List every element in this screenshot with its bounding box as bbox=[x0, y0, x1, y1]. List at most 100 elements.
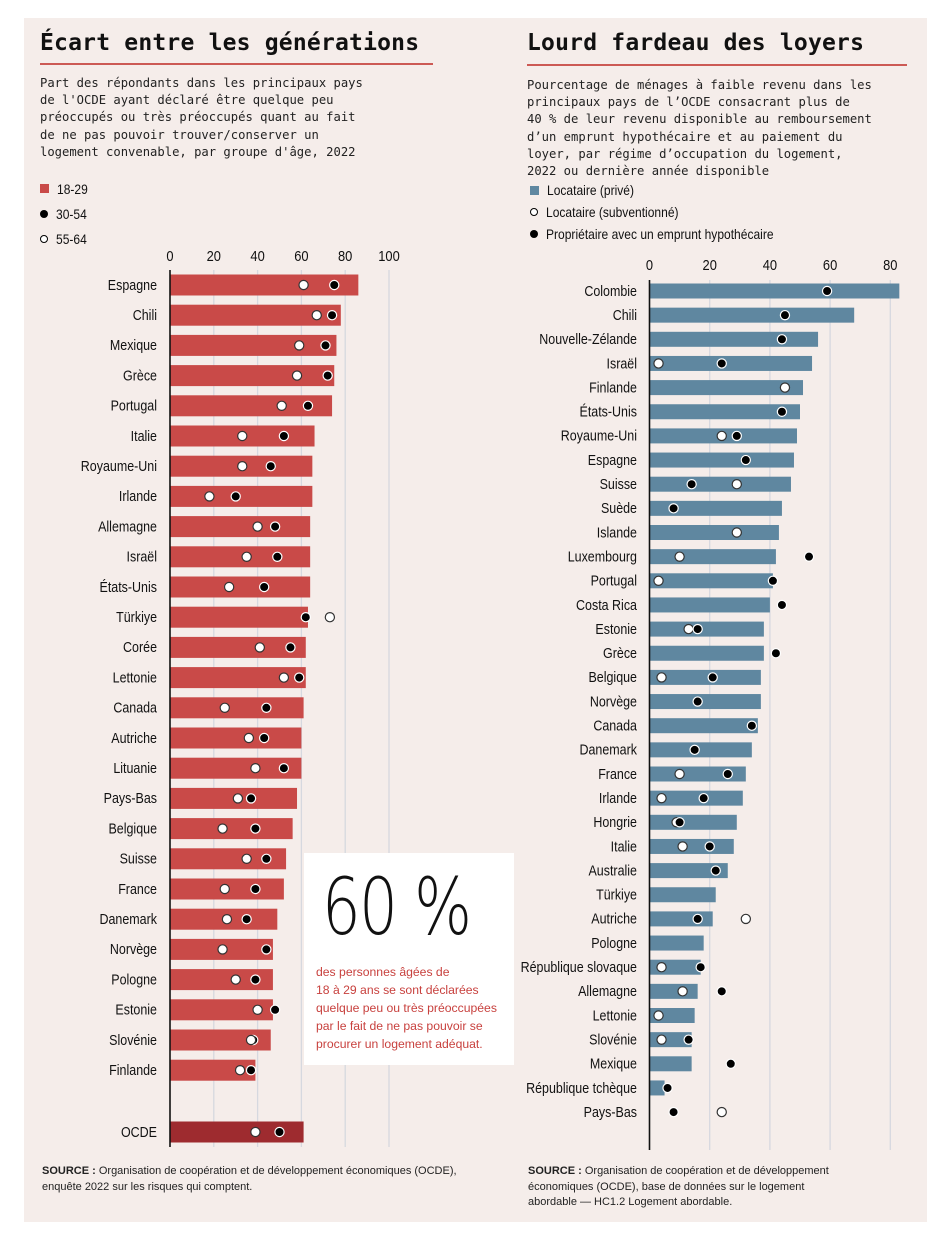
bar bbox=[170, 969, 273, 991]
chart-row: Suède bbox=[601, 500, 782, 516]
callout-box: 60 % des personnes âgées de 18 à 29 ans … bbox=[304, 853, 514, 1065]
black-dot-marker bbox=[692, 696, 703, 707]
chart-row: Espagne bbox=[588, 452, 794, 468]
bar bbox=[649, 355, 813, 371]
legend-label: Propriétaire avec un emprunt hypothécair… bbox=[546, 226, 774, 242]
black-dot-marker bbox=[716, 986, 727, 997]
category-label: Portugal bbox=[111, 398, 157, 414]
bar bbox=[649, 380, 804, 396]
white-dot-marker bbox=[234, 1064, 246, 1076]
chart-row: Portugal bbox=[591, 573, 779, 589]
left-legend: 18-29 30-54 55-64 bbox=[40, 176, 93, 251]
white-dot-marker bbox=[677, 986, 688, 997]
category-label: Espagne bbox=[108, 277, 157, 293]
white-dot-marker bbox=[291, 370, 303, 381]
chart-row: Chili bbox=[133, 304, 341, 326]
white-dot-marker bbox=[237, 461, 248, 472]
bar bbox=[170, 334, 337, 356]
category-label: Irlande bbox=[119, 488, 157, 504]
white-dot-marker bbox=[653, 1010, 664, 1021]
source-text: Organisation de coopération et de dévelo… bbox=[528, 1165, 829, 1208]
chart-row: États-Unis bbox=[580, 404, 800, 420]
category-label: OCDE bbox=[121, 1124, 157, 1140]
category-label: Canada bbox=[113, 700, 157, 716]
bar bbox=[649, 283, 900, 299]
white-dot-marker bbox=[731, 527, 742, 538]
x-tick-label: 100 bbox=[378, 247, 400, 264]
category-label: République slovaque bbox=[521, 959, 637, 975]
callout-text: des personnes âgées de 18 à 29 ans se so… bbox=[316, 965, 497, 1051]
category-label: Corée bbox=[123, 639, 157, 655]
chart-row: Italie bbox=[131, 425, 315, 447]
x-tick-label: 60 bbox=[294, 247, 309, 264]
black-dot-marker bbox=[278, 430, 290, 442]
bar bbox=[649, 1080, 665, 1096]
source-text: Organisation de coopération et de dévelo… bbox=[42, 1165, 457, 1193]
black-dot-marker bbox=[261, 944, 272, 955]
white-dot-marker bbox=[219, 883, 230, 895]
category-label: Slovénie bbox=[109, 1032, 157, 1048]
black-dot-marker bbox=[692, 913, 703, 925]
chart-row: Slovénie bbox=[109, 1029, 271, 1051]
black-dot-icon bbox=[530, 230, 538, 238]
category-label: Royaume-Uni bbox=[561, 428, 637, 444]
chart-row: Royaume-Uni bbox=[81, 455, 313, 477]
black-dot-marker bbox=[261, 702, 272, 714]
black-dot-marker bbox=[269, 1004, 281, 1016]
chart-row: Grèce bbox=[123, 365, 335, 387]
bar bbox=[649, 694, 761, 710]
category-label: Luxembourg bbox=[568, 549, 637, 565]
bar bbox=[649, 814, 737, 830]
chart-row: Pays-Bas bbox=[104, 787, 298, 809]
white-dot-icon bbox=[40, 234, 48, 243]
bar bbox=[649, 645, 764, 661]
bar bbox=[649, 935, 704, 951]
category-label: Mexique bbox=[110, 337, 157, 353]
source-label: SOURCE : bbox=[42, 1165, 96, 1177]
category-label: Estonie bbox=[115, 1002, 157, 1018]
white-dot-marker bbox=[217, 823, 228, 834]
white-dot-marker bbox=[656, 672, 667, 683]
category-label: Allemagne bbox=[98, 519, 157, 535]
bar bbox=[649, 790, 743, 806]
x-tick-label: 40 bbox=[763, 256, 778, 273]
category-label: États-Unis bbox=[100, 579, 158, 595]
category-label: Slovénie bbox=[589, 1032, 637, 1048]
category-label: Türkiye bbox=[116, 609, 157, 625]
black-dot-marker bbox=[683, 1034, 694, 1045]
category-label: Nouvelle-Zélande bbox=[539, 331, 637, 347]
white-dot-marker bbox=[731, 479, 742, 490]
white-dot-marker bbox=[740, 913, 752, 925]
bar bbox=[649, 404, 800, 420]
chart-row: Estonie bbox=[115, 999, 281, 1021]
black-dot-marker bbox=[245, 1064, 257, 1076]
right-chart-group: 0 20 40 60 80 Colombie Chili Nouvelle-Zélande Is… bbox=[521, 256, 900, 1150]
blue-square-icon bbox=[530, 185, 539, 195]
category-label: Canada bbox=[593, 718, 637, 734]
bar bbox=[649, 766, 746, 782]
black-dot-marker bbox=[770, 648, 782, 659]
bar bbox=[170, 999, 273, 1021]
black-dot-marker bbox=[776, 334, 788, 345]
legend-item-18-29: 18-29 bbox=[40, 176, 93, 201]
bar bbox=[170, 848, 287, 870]
black-dot-marker bbox=[329, 279, 340, 291]
chart-row: Corée bbox=[123, 636, 306, 658]
white-dot-marker bbox=[232, 793, 244, 804]
black-dot-marker bbox=[265, 461, 276, 472]
category-label: Israël bbox=[607, 355, 637, 371]
white-dot-marker bbox=[223, 581, 235, 593]
category-label: Suède bbox=[601, 500, 637, 516]
category-label: Autriche bbox=[591, 911, 637, 927]
black-dot-marker bbox=[731, 430, 742, 442]
chart-row: Finlande bbox=[589, 380, 804, 396]
chart-row: Türkiye bbox=[116, 606, 336, 628]
black-dot-marker bbox=[322, 370, 333, 381]
chart-row: Allemagne bbox=[578, 983, 727, 999]
source-label: SOURCE : bbox=[528, 1165, 582, 1177]
bar bbox=[170, 304, 341, 326]
category-label: Belgique bbox=[108, 821, 157, 837]
bar bbox=[170, 667, 306, 689]
chart-row: Danemark bbox=[579, 742, 752, 758]
black-dot-marker bbox=[668, 503, 679, 514]
